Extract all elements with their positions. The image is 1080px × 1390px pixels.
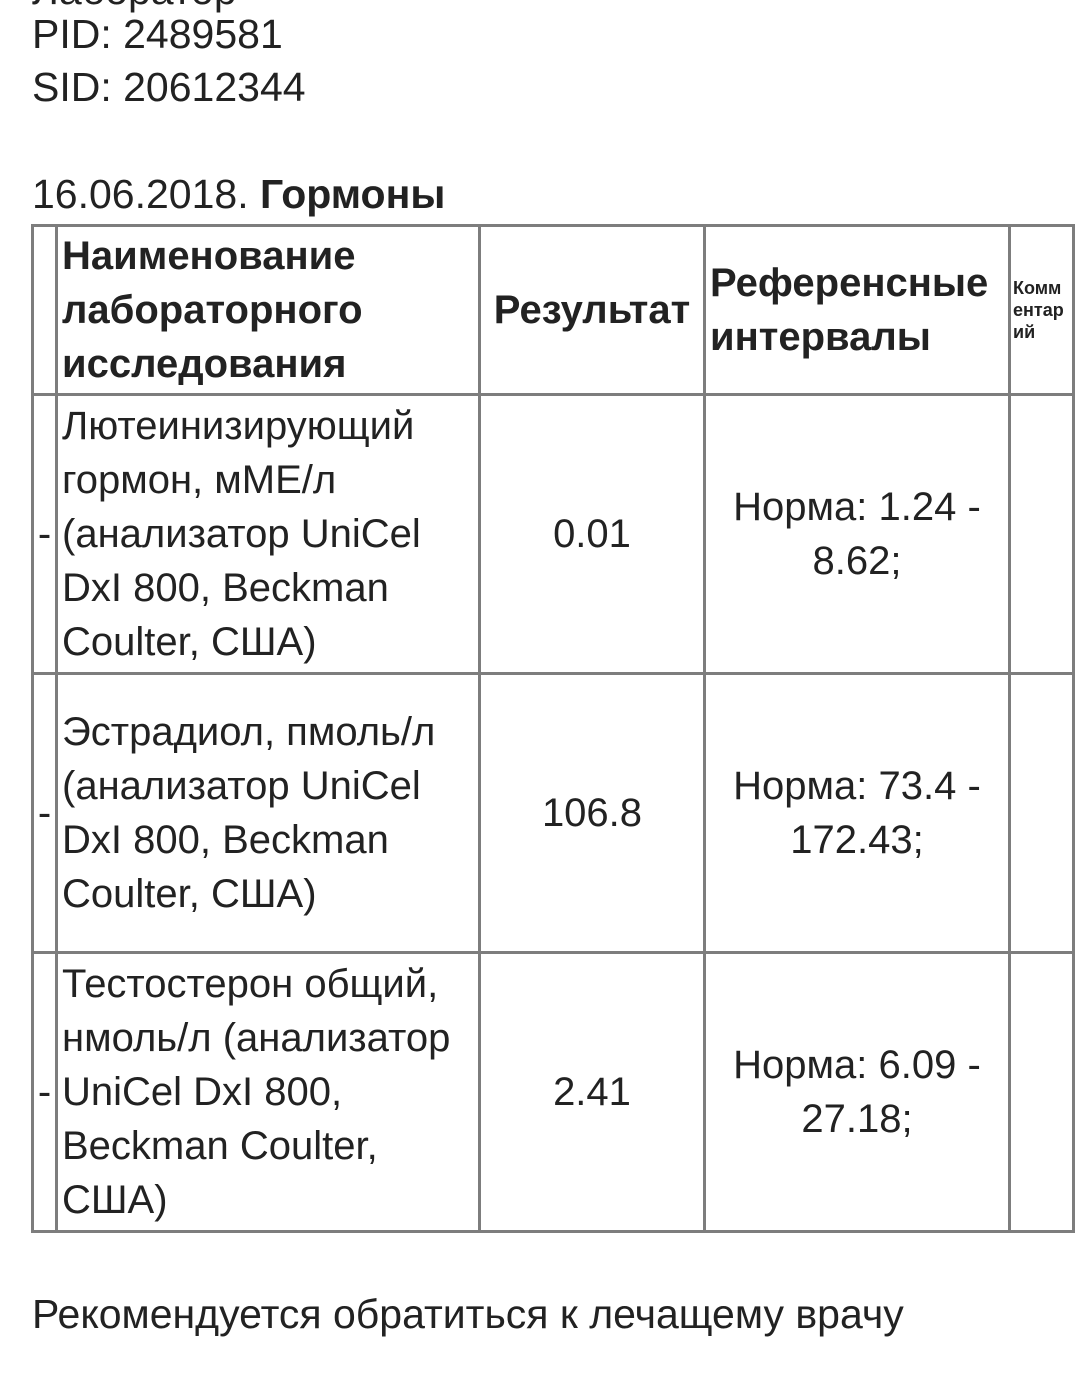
section-heading: 16.06.2018. Гормоны: [32, 168, 445, 220]
row-result: 2.41: [478, 951, 706, 1233]
results-table: Наименование лабораторного исследования …: [31, 224, 1075, 1233]
row-reference: Норма: 73.4 - 172.43;: [703, 672, 1011, 954]
row-result: 106.8: [478, 672, 706, 954]
sid: SID: 20612344: [32, 64, 306, 110]
row-marker: -: [31, 951, 58, 1233]
table-row: - Тестостерон общий, нмоль/л (анализатор…: [31, 951, 1075, 1233]
header-marker: [31, 224, 58, 396]
row-comment: [1008, 393, 1075, 675]
header-reference: Референсные интервалы: [703, 224, 1011, 396]
row-reference: Норма: 6.09 - 27.18;: [703, 951, 1011, 1233]
section-date: 16.06.2018.: [32, 171, 249, 217]
section-title: Гормоны: [260, 171, 446, 217]
header-result: Результат: [478, 224, 706, 396]
header-name: Наименование лабораторного исследования: [55, 224, 481, 396]
table-row: - Лютеинизирующий гормон, мМЕ/л (анализа…: [31, 393, 1075, 675]
recommendation: Рекомендуется обратиться к лечащему врач…: [32, 1291, 904, 1337]
row-comment: [1008, 951, 1075, 1233]
pid: PID: 2489581: [32, 11, 283, 57]
row-marker: -: [31, 672, 58, 954]
header-comment: Комментарий: [1008, 224, 1075, 396]
row-result: 0.01: [478, 393, 706, 675]
row-reference: Норма: 1.24 - 8.62;: [703, 393, 1011, 675]
row-name: Эстрадиол, пмоль/л (анализатор UniCel Dx…: [55, 672, 481, 954]
cut-off-line: Лаборатор: [32, 0, 237, 16]
row-comment: [1008, 672, 1075, 954]
row-name: Лютеинизирующий гормон, мМЕ/л (анализато…: [55, 393, 481, 675]
table-row: - Эстрадиол, пмоль/л (анализатор UniCel …: [31, 672, 1075, 954]
row-marker: -: [31, 393, 58, 675]
table-header: Наименование лабораторного исследования …: [31, 224, 1075, 396]
row-name: Тестостерон общий, нмоль/л (анализатор U…: [55, 951, 481, 1233]
